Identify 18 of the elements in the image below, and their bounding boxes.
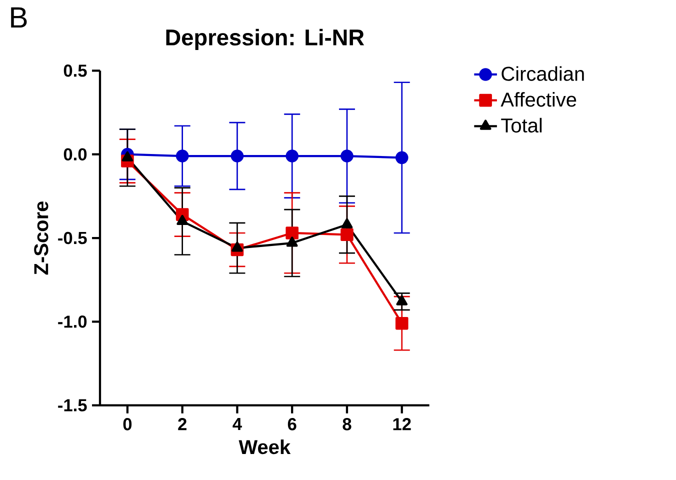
legend-label: Affective bbox=[500, 92, 576, 107]
legend-label: Circadian bbox=[502, 66, 584, 81]
x-tick-label: 8 bbox=[342, 418, 352, 430]
y-tick-label: -1.5 bbox=[58, 399, 87, 412]
y-axis-title: Z-Score bbox=[34, 201, 48, 275]
y-tick-label: 0.5 bbox=[64, 64, 87, 77]
text: B bbox=[11, 7, 27, 28]
chart-title: Depression: Li-NR bbox=[166, 28, 364, 50]
x-tick-label: 0 bbox=[123, 418, 132, 430]
x-tick-label: 6 bbox=[288, 418, 296, 430]
y-tick-label: 0.0 bbox=[64, 148, 87, 160]
y-tick-label: -0.5 bbox=[58, 232, 87, 244]
y-tick-label: -1.0 bbox=[58, 316, 87, 328]
x-tick-label: 4 bbox=[232, 418, 242, 430]
x-tick-label: 2 bbox=[178, 418, 186, 430]
x-axis-title: Week bbox=[238, 439, 291, 454]
x-tick-label: 12 bbox=[393, 418, 411, 430]
legend-label: Total bbox=[501, 118, 542, 133]
